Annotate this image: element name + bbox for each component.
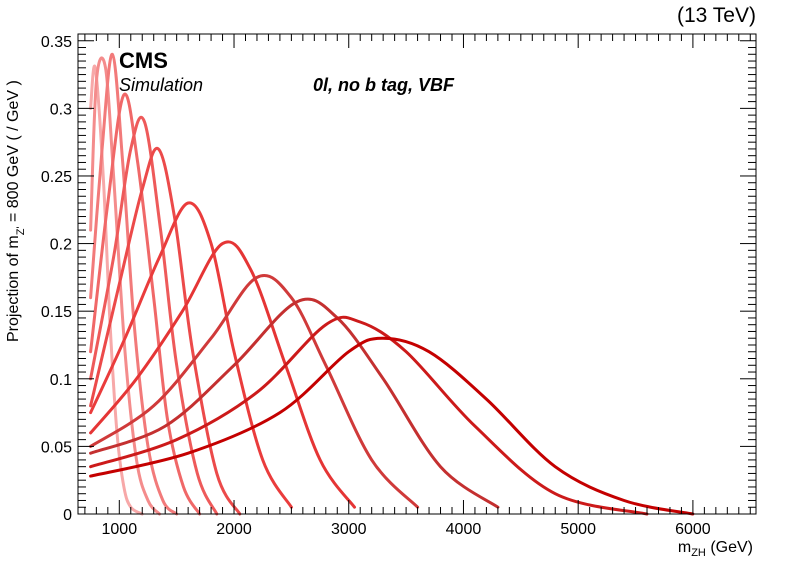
energy-label: (13 TeV) [677, 4, 756, 27]
series-line-5 [89, 115, 219, 516]
x-tick-label: 1000 [102, 521, 138, 538]
y-tick-label: 0.35 [41, 34, 72, 51]
x-tick-label: 2000 [216, 521, 252, 538]
curves-layer [89, 52, 695, 516]
x-axis-ticks: 1000 2000 3000 4000 5000 6000 [84, 34, 751, 538]
simulation-label: Simulation [119, 75, 203, 95]
series-line-4 [89, 92, 202, 516]
x-axis-label-sub: ZH [691, 547, 706, 559]
y-axis-ticks: 0 0.05 0.1 0.15 0.2 0.25 0.3 0.35 [41, 33, 756, 524]
series-line-8 [89, 240, 356, 509]
y-axis-label-tail: = 800 GeV ( / GeV ) [5, 80, 22, 226]
y-axis-label-sub: Z' [15, 226, 27, 235]
x-tick-label: 6000 [675, 521, 711, 538]
series-line-12 [89, 336, 695, 516]
series-line-3 [89, 52, 179, 516]
y-tick-label: 0.15 [41, 304, 72, 321]
y-tick-label: 0.2 [50, 237, 72, 254]
plot-frame [77, 33, 757, 515]
series-line-6 [89, 146, 242, 516]
y-tick-label: 0.25 [41, 169, 72, 186]
x-tick-label: 5000 [560, 521, 596, 538]
y-tick-label: 0.05 [41, 439, 72, 456]
cms-label: CMS [119, 48, 168, 73]
y-tick-label: 0.1 [50, 372, 72, 389]
y-tick-label: 0 [63, 507, 72, 524]
y-tick-label: 0.3 [50, 101, 72, 118]
x-axis-label-main: m [678, 539, 691, 556]
y-axis-label-main: Projection of m [5, 235, 22, 342]
x-axis-label: mZH (GeV) [678, 539, 753, 559]
series-line-10 [89, 297, 500, 509]
category-label: 0l, no b tag, VBF [313, 75, 455, 95]
x-axis-label-unit: (GeV) [706, 539, 753, 556]
y-axis-label: Projection of mZ' = 800 GeV ( / GeV ) [5, 80, 27, 342]
x-tick-label: 3000 [331, 521, 367, 538]
series-line-9 [89, 274, 420, 509]
x-tick-label: 4000 [446, 521, 482, 538]
series-line-7 [89, 201, 293, 509]
series-line-11 [89, 315, 649, 516]
